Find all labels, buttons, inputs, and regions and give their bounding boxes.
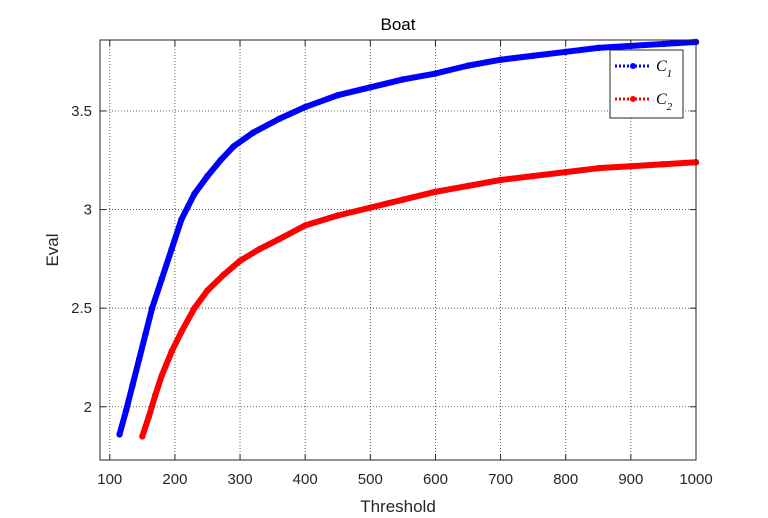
series-1-point [122, 407, 130, 414]
series-layer [116, 38, 700, 440]
series-1-point [204, 172, 211, 180]
y-axis-label: Eval [43, 233, 62, 266]
series-1-point [217, 157, 224, 164]
series-1-point [301, 103, 309, 111]
series-1-point [142, 330, 149, 338]
series-2-point [191, 304, 198, 312]
x-tick-label: 800 [553, 471, 578, 488]
series-2-point [432, 188, 439, 196]
chart-title: Boat [381, 15, 416, 34]
legend-label-c2: C2 [656, 91, 673, 113]
x-tick-label: 1000 [679, 471, 712, 488]
series-2-point [660, 161, 667, 168]
series-2-point [529, 172, 537, 180]
legend-marker-c1 [630, 63, 636, 69]
legend-marker-c2 [630, 96, 636, 102]
y-tick-label: 2.5 [71, 300, 92, 317]
series-2-point [275, 235, 283, 243]
series-2-point [204, 287, 211, 294]
series-1-point [135, 356, 143, 363]
series-2-point [152, 391, 159, 399]
series-2-point [220, 271, 227, 278]
x-tick-label: 200 [162, 471, 187, 488]
series-2-point [399, 196, 407, 203]
x-tick-label: 900 [618, 471, 643, 488]
series-1-point [230, 143, 237, 150]
series-1-point [529, 52, 537, 59]
x-tick-label: 300 [228, 471, 253, 488]
series-2-point [562, 168, 569, 176]
series-2-point [367, 204, 374, 211]
series-2-point [627, 162, 635, 170]
series-1-point [116, 431, 123, 438]
legend-box [609, 49, 684, 119]
series-2-point [168, 348, 175, 355]
series-1-point [334, 92, 341, 99]
series-2-point [178, 328, 185, 336]
x-tick-label: 500 [358, 471, 383, 488]
series-2-point [334, 212, 341, 219]
y-tick-label: 3.5 [71, 103, 92, 120]
x-tick-label: 600 [423, 471, 448, 488]
y-tick-label: 2 [84, 399, 92, 416]
series-2-point [595, 164, 602, 172]
legend-label-c2-subscript: 2 [667, 101, 673, 113]
series-1-point [432, 70, 439, 77]
legend: C1 C2 [609, 49, 684, 119]
series-1-point [595, 44, 602, 52]
series-1-point [168, 245, 175, 253]
x-tick-label: 100 [97, 471, 122, 488]
series-2-point [256, 245, 263, 253]
plot-area [100, 40, 696, 460]
series-1-point [497, 56, 504, 63]
series-1-point [178, 216, 185, 223]
legend-entry-1: C1 [615, 58, 672, 80]
x-tick-label: 700 [488, 471, 513, 488]
series-1-point [367, 84, 374, 91]
series-2 [139, 159, 700, 440]
series-1-point [148, 304, 156, 312]
series-1 [116, 38, 700, 438]
legend-label-c2-name: C [656, 91, 667, 108]
series-1-point [249, 129, 257, 136]
plot-border [99, 39, 697, 461]
series-2-point [236, 257, 244, 265]
series-2-point [464, 182, 472, 190]
series-2-point [497, 176, 504, 184]
axis-ticks: 100 200 300 400 500 600 700 800 900 1000 2 2.5 3 3.5 [71, 40, 713, 488]
series-1-point [399, 76, 407, 83]
legend-label-c1-name: C [656, 58, 667, 75]
series-2-point [158, 372, 166, 379]
y-tick-label: 3 [84, 202, 92, 219]
series-1-point [275, 115, 283, 123]
legend-label-c1: C1 [656, 58, 672, 80]
series-1-point [129, 381, 136, 389]
series-1-point [562, 48, 569, 56]
series-1-point [660, 40, 667, 48]
x-axis-label: Threshold [360, 497, 436, 516]
legend-label-c1-subscript: 1 [667, 68, 673, 80]
series-2-point [139, 433, 146, 440]
legend-entry-2: C2 [615, 91, 673, 113]
series-1-point [464, 62, 472, 69]
series-2-point [301, 222, 309, 229]
series-1-line [116, 38, 699, 438]
series-1-point [158, 275, 166, 282]
x-tick-label: 400 [293, 471, 318, 488]
series-1-point [191, 190, 198, 198]
series-2-point [145, 413, 153, 420]
